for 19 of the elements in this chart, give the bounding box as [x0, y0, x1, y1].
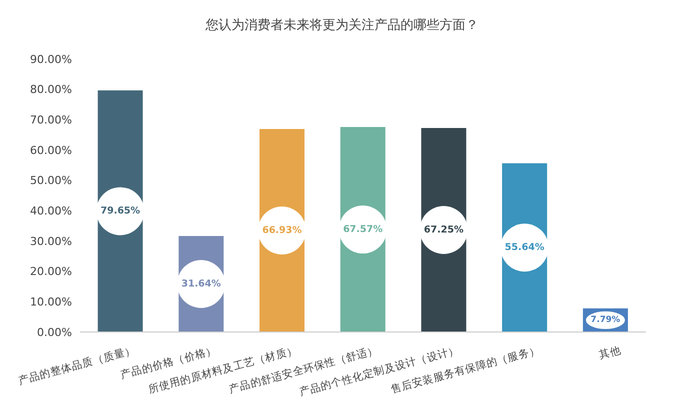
y-tick-label: 30.00%: [30, 234, 72, 248]
data-label: 67.25%: [424, 224, 464, 236]
y-tick-label: 90.00%: [30, 52, 72, 66]
y-tick-label: 70.00%: [30, 114, 72, 127]
y-tick-label: 0.00%: [37, 326, 72, 339]
y-tick-label: 50.00%: [30, 174, 72, 188]
y-tick-label: 40.00%: [30, 204, 72, 218]
chart-title: 您认为消费者未来将更为关注产品的哪些方面？: [204, 17, 480, 34]
data-label: 66.93%: [262, 224, 302, 236]
data-label: 79.65%: [100, 206, 141, 217]
y-tick-label: 60.00%: [30, 144, 72, 157]
y-tick-label: 80.00%: [30, 83, 72, 96]
data-label: 7.79%: [590, 315, 621, 326]
data-label: 31.64%: [181, 278, 222, 290]
y-tick-label: 10.00%: [30, 296, 72, 309]
data-label: 67.57%: [343, 224, 384, 236]
x-tick-label: 其他: [598, 343, 622, 362]
data-label: 55.64%: [504, 242, 545, 254]
y-tick-label: 20.00%: [30, 265, 72, 278]
